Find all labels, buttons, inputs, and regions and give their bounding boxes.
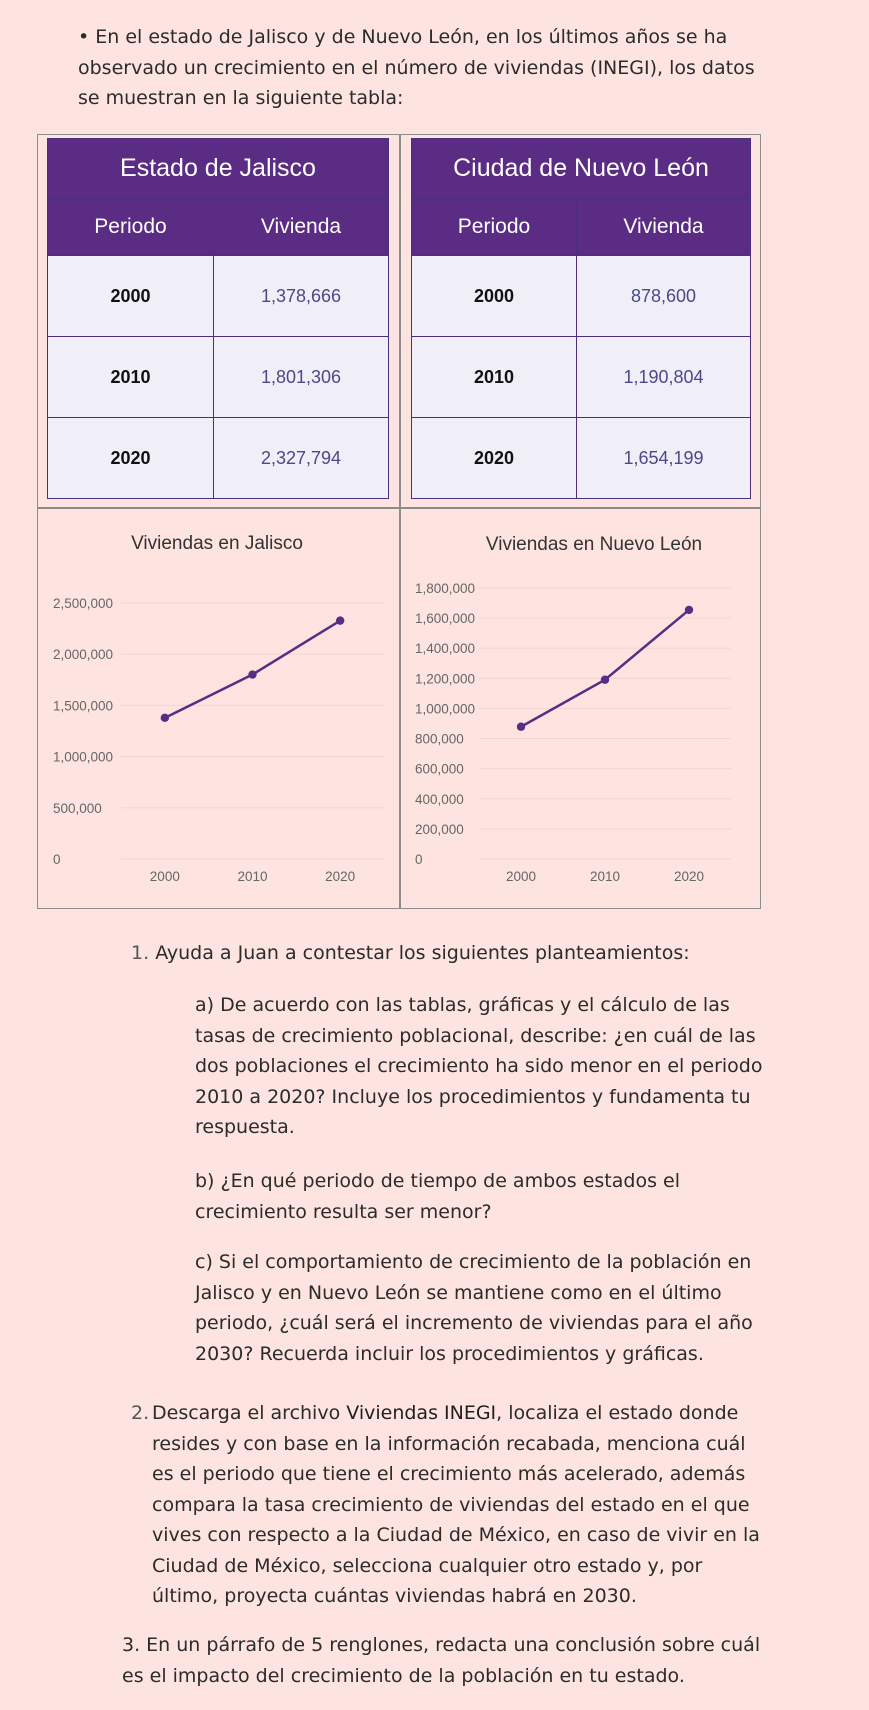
question-2: 2. Descarga el archivo Viviendas INEGI, … xyxy=(131,1398,771,1612)
question-1a: a) De acuerdo con las tablas, gráficas y… xyxy=(195,994,763,1138)
nuevo-leon-y-tick-label: 1,000,000 xyxy=(415,701,475,716)
jalisco-col-value: Vivienda xyxy=(213,198,389,256)
jalisco-value-cell: 1,801,306 xyxy=(213,336,389,418)
nuevo-leon-y-tick-label: 1,200,000 xyxy=(415,671,475,686)
jalisco-y-tick-label: 500,000 xyxy=(53,801,102,816)
jalisco-y-tick-label: 0 xyxy=(53,852,61,867)
nuevo-leon-value-cell: 1,190,804 xyxy=(576,336,751,418)
question-1-text: Ayuda a Juan a contestar los siguientes … xyxy=(155,942,690,964)
nuevo-leon-value-cell: 878,600 xyxy=(576,255,751,337)
viviendas-inegi-file-name: Viviendas INEGI xyxy=(346,1402,497,1424)
jalisco-x-tick-label: 2000 xyxy=(150,869,180,884)
table-row: 2010 1,190,804 xyxy=(411,336,751,418)
nuevo-leon-x-tick-label: 2010 xyxy=(590,869,620,884)
question-1c: c) Si el comportamiento de crecimiento d… xyxy=(195,1251,753,1365)
question-2-text-post: , localiza el estado donde resides y con… xyxy=(152,1402,760,1607)
jalisco-data-point xyxy=(335,616,345,625)
frame-divider-vertical xyxy=(399,135,401,908)
nuevo-leon-x-tick-label: 2000 xyxy=(506,869,536,884)
table-row: 2000 1,378,666 xyxy=(47,255,389,337)
nuevo-leon-value-cell: 1,654,199 xyxy=(576,417,751,499)
nuevo-leon-y-tick-label: 1,600,000 xyxy=(415,611,475,626)
nuevo-leon-col-period: Periodo xyxy=(411,198,577,256)
jalisco-period-cell: 2000 xyxy=(47,255,214,337)
jalisco-y-tick-label: 1,000,000 xyxy=(53,750,113,765)
jalisco-line-chart: Viviendas en Jalisco 0 500,000 1,000,000 1,5… xyxy=(53,533,384,884)
nuevo-leon-y-tick-label: 200,000 xyxy=(415,822,464,837)
jalisco-value-cell: 1,378,666 xyxy=(213,255,389,337)
jalisco-col-period: Periodo xyxy=(47,198,214,256)
jalisco-x-tick-label: 2020 xyxy=(325,869,355,884)
question-1-number: 1. xyxy=(131,942,150,964)
jalisco-data-point xyxy=(248,670,257,679)
jalisco-table-title: Estado de Jalisco xyxy=(47,138,389,199)
nuevo-leon-line-chart: Viviendas en Nuevo León 0 200,000 400,000 60… xyxy=(415,534,731,884)
nuevo-leon-data-point xyxy=(684,605,694,615)
jalisco-series-line xyxy=(164,619,341,719)
jalisco-chart-title: Viviendas en Jalisco xyxy=(131,533,303,554)
jalisco-period-cell: 2010 xyxy=(47,336,214,418)
nuevo-leon-y-tick-label: 600,000 xyxy=(415,762,464,777)
question-1b: b) ¿En qué periodo de tiempo de ambos es… xyxy=(195,1170,680,1223)
nuevo-leon-period-cell: 2020 xyxy=(411,417,577,499)
question-3: 3. En un párrafo de 5 renglones, redacta… xyxy=(122,1634,761,1687)
question-2-text-pre: Descarga el archivo xyxy=(152,1402,347,1424)
nuevo-leon-table-title: Ciudad de Nuevo León xyxy=(411,138,751,199)
jalisco-value-cell: 2,327,794 xyxy=(213,417,389,499)
nuevo-leon-x-tick-label: 2020 xyxy=(674,869,704,884)
jalisco-data-point xyxy=(160,713,170,723)
nuevo-leon-col-value: Vivienda xyxy=(576,198,751,256)
question-2-number: 2. xyxy=(131,1402,150,1424)
nuevo-leon-y-tick-label: 1,800,000 xyxy=(415,581,475,596)
question-1: 1. Ayuda a Juan a contestar los siguient… xyxy=(131,938,771,969)
nuevo-leon-period-cell: 2010 xyxy=(411,336,577,418)
jalisco-y-tick-label: 2,000,000 xyxy=(53,647,113,662)
nuevo-leon-table: Ciudad de Nuevo León Periodo Vivienda 20… xyxy=(411,138,751,499)
jalisco-y-tick-label: 2,500,000 xyxy=(53,596,113,611)
jalisco-x-tick-label: 2010 xyxy=(237,869,267,884)
question-2-text: Descarga el archivo Viviendas INEGI, loc… xyxy=(152,1398,771,1612)
nuevo-leon-y-tick-label: 800,000 xyxy=(415,732,464,747)
nuevo-leon-y-tick-label: 0 xyxy=(415,852,423,867)
frame-divider-horizontal xyxy=(38,507,760,509)
nuevo-leon-series-line xyxy=(520,608,690,728)
jalisco-period-cell: 2020 xyxy=(47,417,214,499)
jalisco-y-tick-label: 1,500,000 xyxy=(53,698,113,713)
table-row: 2020 2,327,794 xyxy=(47,417,389,499)
table-row: 2010 1,801,306 xyxy=(47,336,389,418)
intro-paragraph: • En el estado de Jalisco y de Nuevo Leó… xyxy=(78,26,755,109)
nuevo-leon-chart-title: Viviendas en Nuevo León xyxy=(486,534,702,555)
nuevo-leon-data-point xyxy=(600,675,610,684)
nuevo-leon-period-cell: 2000 xyxy=(411,255,577,337)
table-row: 2000 878,600 xyxy=(411,255,751,337)
tables-charts-frame xyxy=(37,134,761,909)
table-row: 2020 1,654,199 xyxy=(411,417,751,499)
nuevo-leon-data-point xyxy=(516,722,526,731)
nuevo-leon-y-tick-label: 1,400,000 xyxy=(415,641,475,656)
nuevo-leon-y-tick-label: 400,000 xyxy=(415,792,464,807)
jalisco-table: Estado de Jalisco Periodo Vivienda 2000 … xyxy=(47,138,389,499)
